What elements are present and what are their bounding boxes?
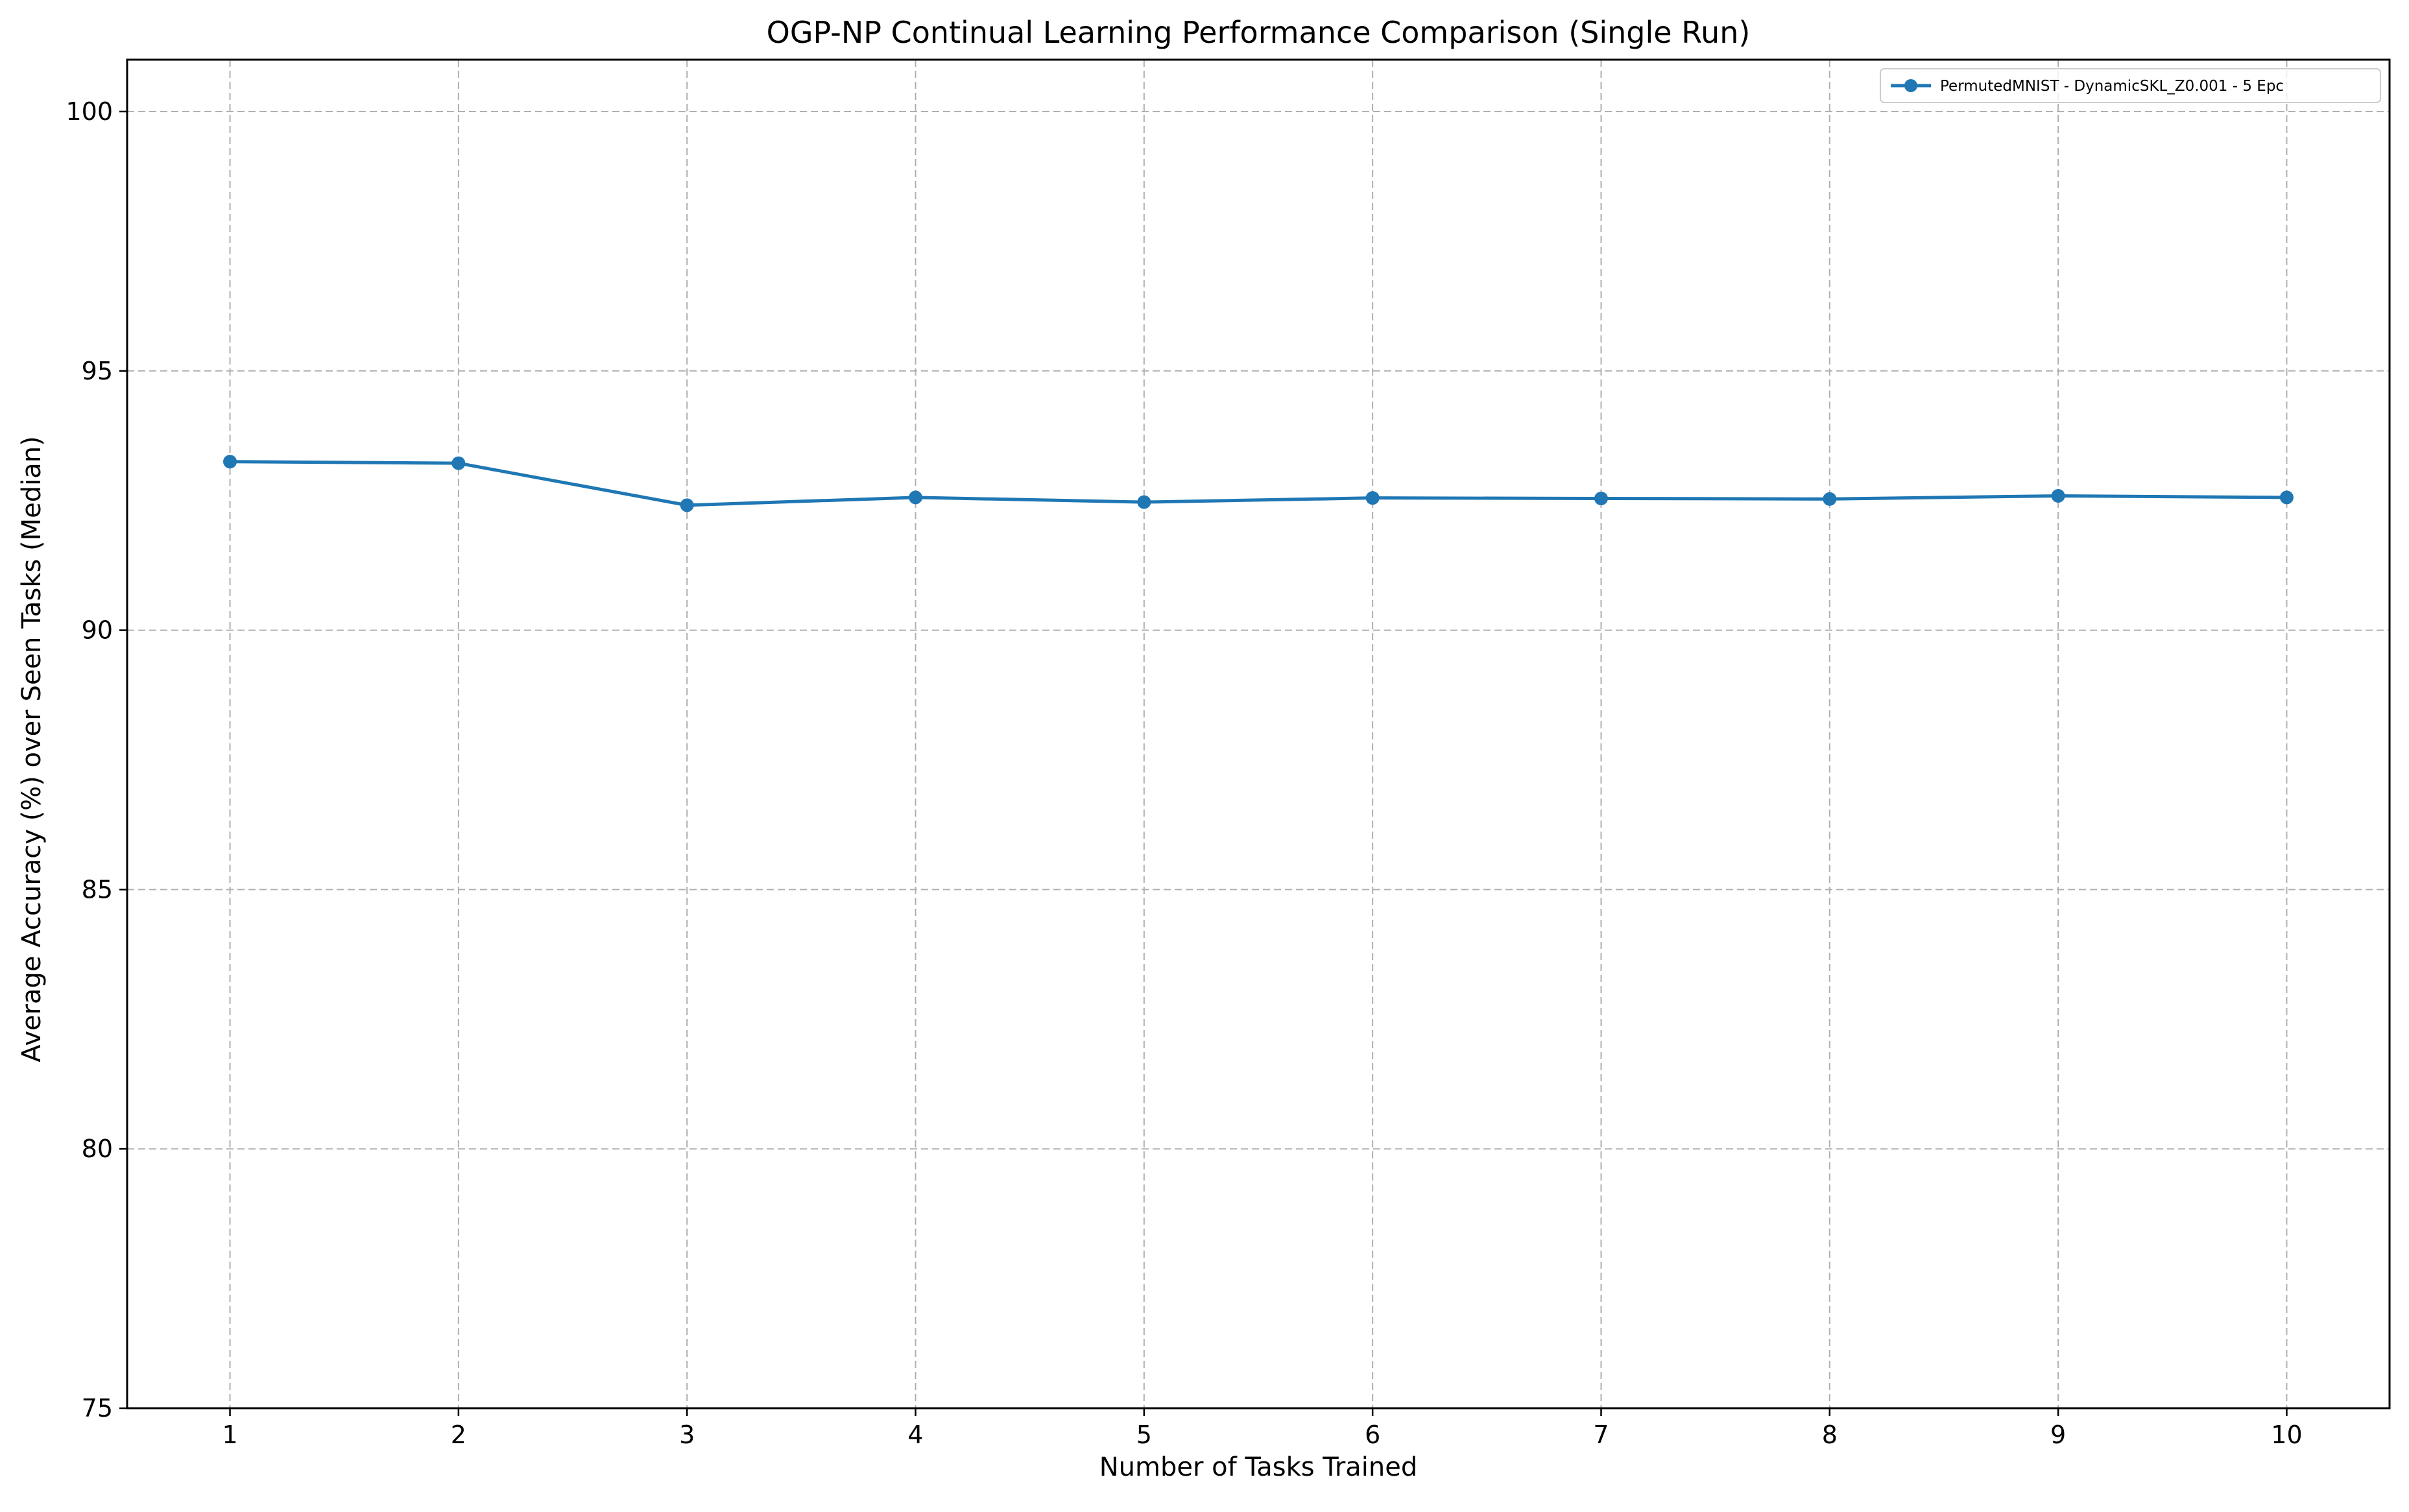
series-layer [223, 455, 2294, 512]
x-tick-label: 4 [907, 1421, 923, 1449]
x-tick-label: 10 [2271, 1421, 2302, 1449]
x-tick-label: 1 [222, 1421, 237, 1449]
grid [127, 60, 2390, 1409]
x-tick-label: 8 [1822, 1421, 1838, 1449]
y-tick-label: 100 [66, 97, 113, 126]
chart-title: OGP-NP Continual Learning Performance Co… [767, 15, 1751, 50]
x-tick-label: 3 [679, 1421, 695, 1449]
series-line [230, 460, 2287, 507]
x-axis-label: Number of Tasks Trained [1099, 1452, 1418, 1482]
legend-marker [1904, 79, 1917, 92]
y-tick-label: 85 [82, 875, 113, 904]
y-axis: 75 80 85 90 95 100 [66, 97, 127, 1422]
y-tick-label: 75 [82, 1394, 113, 1422]
y-tick-label: 80 [82, 1134, 113, 1163]
x-tick-label: 6 [1365, 1421, 1380, 1449]
legend: PermutedMNIST - DynamicSKL_Z0.001 - 5 Ep… [1880, 68, 2381, 103]
plot-frame [126, 58, 2391, 1410]
x-tick-label: 2 [451, 1421, 466, 1449]
legend-box [1880, 68, 2381, 103]
y-axis-label: Average Accuracy (%) over Seen Tasks (Me… [17, 436, 47, 1062]
data-point [451, 456, 466, 470]
data-point [1365, 491, 1380, 505]
data-point [1823, 492, 1837, 506]
data-point [223, 455, 237, 469]
x-tick-label: 7 [1593, 1421, 1609, 1449]
data-point [909, 490, 923, 505]
data-point [1137, 495, 1151, 509]
data-point [2279, 490, 2294, 505]
data-point [2051, 488, 2065, 503]
y-tick-label: 90 [82, 616, 113, 645]
x-tick-label: 5 [1136, 1421, 1152, 1449]
data-point [680, 498, 694, 512]
data-point [1594, 491, 1608, 505]
x-axis: 1 2 3 4 5 6 7 8 9 10 [222, 1408, 2303, 1449]
legend-entry: PermutedMNIST - DynamicSKL_Z0.001 - 5 Ep… [1940, 78, 2284, 95]
x-tick-label: 9 [2050, 1421, 2066, 1449]
y-tick-label: 95 [82, 357, 113, 385]
